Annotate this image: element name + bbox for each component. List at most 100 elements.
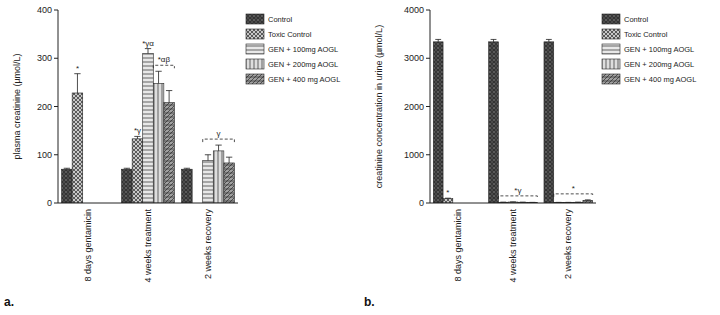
annotation: *γα: [142, 39, 154, 48]
error-bar: [510, 201, 516, 202]
legend-label: GEN + 200mg AOGL: [624, 60, 694, 69]
error-bar: [124, 168, 130, 170]
panel-label: a.: [4, 295, 14, 309]
error-stem: [169, 91, 170, 103]
y-tick-label: 2000: [404, 102, 424, 112]
legend-swatch: [246, 59, 264, 69]
error-cap: [585, 199, 591, 200]
error-stem: [77, 74, 78, 93]
bracket: [203, 139, 235, 142]
error-cap: [491, 39, 497, 40]
bar: [143, 53, 154, 203]
y-tick-label: 3000: [404, 53, 424, 63]
bracket: [153, 65, 174, 68]
bars: [433, 39, 592, 203]
bar: [182, 169, 193, 203]
y-axis-label: creatinine concentration in urine (µmol/…: [374, 25, 384, 188]
error-bar: [155, 71, 161, 83]
legend-label: GEN + 400 mg AOGL: [624, 75, 696, 84]
legend-label: Control: [624, 15, 649, 24]
error-bar: [166, 91, 172, 103]
error-bar: [74, 74, 80, 93]
bars: [62, 49, 235, 203]
error-bar: [64, 168, 70, 170]
error-cap: [145, 48, 151, 49]
error-cap: [155, 71, 161, 72]
legend-swatch: [602, 29, 620, 39]
legend-swatch: [246, 74, 264, 84]
y-tick: [426, 154, 430, 155]
bar: [443, 199, 453, 203]
chart: 0100200300400plasma creatinine (µmol/L)8…: [4, 5, 340, 309]
y-tick-label: 0: [47, 198, 52, 208]
error-cap: [215, 145, 221, 146]
error-bar: [585, 199, 591, 200]
error-stem: [208, 155, 209, 161]
y-tick-label: 200: [37, 102, 52, 112]
y-tick-label: 0: [419, 198, 424, 208]
x-axis: [430, 203, 596, 204]
legend-label: Control: [268, 15, 293, 24]
error-cap: [435, 39, 441, 40]
annotation: *: [572, 184, 575, 193]
error-bar: [215, 145, 221, 151]
error-bar: [226, 157, 232, 163]
error-bar: [205, 155, 211, 161]
x-tick-label: 4 weeks treatment: [508, 209, 518, 283]
error-stem: [229, 157, 230, 163]
y-tick: [426, 58, 430, 59]
legend-label: Toxic Control: [268, 30, 312, 39]
annotation: *αβ: [158, 55, 171, 64]
bar: [224, 163, 235, 203]
y-tick: [426, 203, 430, 204]
y-tick-label: 300: [37, 53, 52, 63]
x-tick-label: 8 days gentamicin: [453, 209, 463, 282]
error-stem: [158, 71, 159, 83]
y-tick: [426, 106, 430, 107]
error-bar: [445, 198, 451, 199]
y-axis-label: plasma creatinine (µmol/L): [12, 53, 22, 159]
error-cap: [124, 168, 130, 169]
error-cap: [226, 157, 232, 158]
x-tick-label: 2 weeks recovery: [203, 209, 213, 280]
error-cap: [575, 202, 581, 203]
error-stem: [218, 145, 219, 151]
bar: [72, 93, 83, 203]
annotation: *: [446, 188, 449, 197]
error-cap: [546, 39, 552, 40]
legend-swatch: [246, 29, 264, 39]
y-tick-label: 400: [37, 5, 52, 15]
bar: [164, 103, 175, 203]
y-tick: [54, 58, 58, 59]
y-tick: [54, 154, 58, 155]
bar: [213, 151, 224, 203]
error-bar: [134, 136, 140, 138]
annotation: *γ: [514, 186, 521, 195]
x-tick-label: 2 weeks recovery: [563, 209, 573, 280]
error-bar: [145, 49, 151, 54]
bar: [544, 42, 554, 203]
legend-label: GEN + 100mg AOGL: [624, 45, 694, 54]
y-tick: [54, 203, 58, 204]
legend-swatch: [246, 44, 264, 54]
legend-label: GEN + 100mg AOGL: [268, 45, 338, 54]
error-stem: [148, 49, 149, 54]
legend-label: GEN + 400 mg AOGL: [268, 75, 340, 84]
y-tick: [54, 10, 58, 11]
bar: [489, 42, 499, 203]
y-tick-label: 4000: [404, 5, 424, 15]
chart: 0 1000 2000 3000 4000 creatinine concentratio…: [364, 5, 696, 309]
y-tick-label: 1000: [404, 150, 424, 160]
legend-label: GEN + 200mg AOGL: [268, 60, 338, 69]
error-bar: [546, 39, 552, 41]
error-cap: [184, 168, 190, 169]
bracket: [554, 194, 593, 197]
error-cap: [520, 202, 526, 203]
annotation: γ: [217, 129, 221, 138]
x-axis: [58, 203, 238, 204]
legend-swatch: [602, 14, 620, 24]
legend-swatch: [602, 59, 620, 69]
error-cap: [510, 201, 516, 202]
panel-label: b.: [364, 295, 375, 309]
legend-swatch: [602, 44, 620, 54]
